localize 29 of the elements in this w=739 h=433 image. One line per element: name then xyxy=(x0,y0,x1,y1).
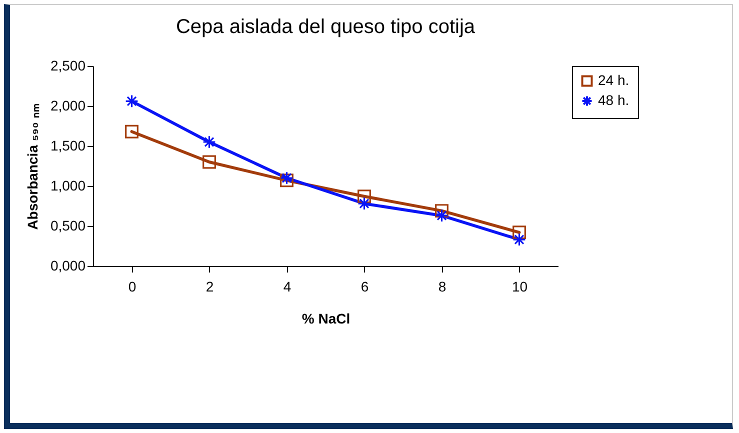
x-tick-label: 10 xyxy=(512,278,528,294)
x-tick-label: 2 xyxy=(206,278,214,294)
y-tick-label: 2,000 xyxy=(50,98,86,114)
y-tick-label: 1,500 xyxy=(50,138,86,154)
x-axis-title: % NaCl xyxy=(302,310,350,326)
x-tick-label: 8 xyxy=(438,278,446,294)
legend-label: 48 h. xyxy=(598,92,630,108)
chart-title: Cepa aislada del queso tipo cotija xyxy=(176,16,476,38)
point xyxy=(512,232,526,246)
point xyxy=(435,208,448,222)
legend-label: 24 h. xyxy=(598,72,630,88)
point xyxy=(280,174,294,188)
point xyxy=(280,171,294,185)
point xyxy=(202,155,216,169)
x-tick-label: 0 xyxy=(128,278,136,294)
point xyxy=(125,94,138,108)
point xyxy=(202,135,216,149)
point xyxy=(125,124,138,138)
point xyxy=(435,204,448,218)
y-tick-label: 0,500 xyxy=(50,218,86,234)
x-tick-label: 6 xyxy=(360,278,369,294)
point xyxy=(358,196,371,210)
point xyxy=(358,190,371,204)
y-tick-label: 2,500 xyxy=(50,58,86,74)
x-tick-label: 4 xyxy=(283,278,292,294)
y-tick-label: 1,000 xyxy=(50,178,86,194)
y-axis-title: Absorbancia ₅₉₀ ₙₘ xyxy=(24,103,40,230)
point xyxy=(512,226,526,240)
y-tick-label: 0,000 xyxy=(50,258,86,274)
